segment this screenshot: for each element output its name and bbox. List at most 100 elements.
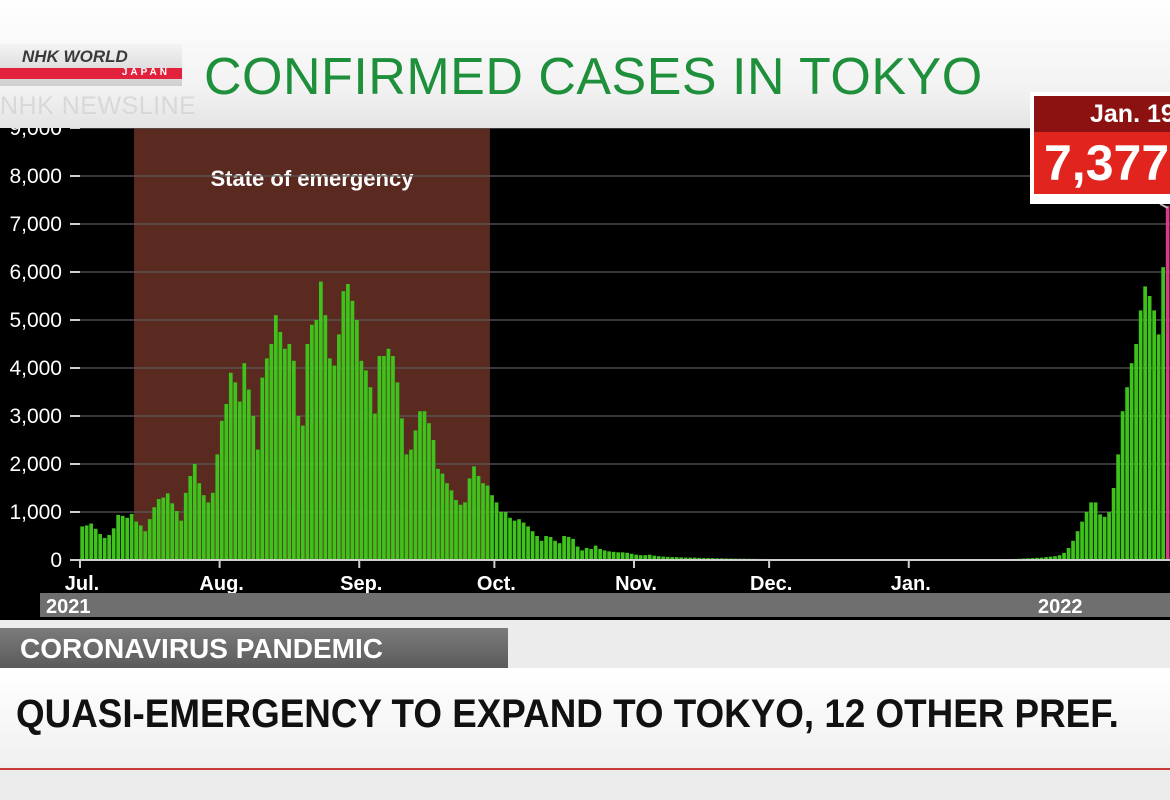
bar — [463, 502, 467, 560]
bar — [481, 483, 485, 560]
bar — [102, 537, 107, 560]
bar — [688, 557, 693, 560]
bar — [499, 512, 503, 560]
bar — [620, 552, 625, 560]
bar — [508, 517, 512, 560]
logo-sub-text: JAPAN — [121, 67, 170, 78]
bar — [553, 540, 557, 560]
bar — [683, 557, 688, 560]
nhk-world-logo: NHK WORLD JAPAN — [0, 44, 182, 86]
bar — [472, 466, 476, 560]
bar — [557, 543, 562, 560]
bar — [670, 557, 675, 560]
y-tick-label: 8,000 — [9, 165, 62, 188]
x-tick-label: Jan. — [891, 573, 931, 595]
bar — [125, 517, 130, 560]
bar — [418, 411, 422, 560]
bar — [521, 522, 526, 560]
bar — [1089, 502, 1093, 560]
bar — [138, 525, 143, 560]
bar — [562, 536, 566, 560]
bar — [170, 503, 175, 560]
highlight-bar — [1165, 205, 1170, 560]
bar — [305, 344, 310, 560]
bar — [1152, 310, 1156, 560]
bar — [179, 520, 184, 560]
bar — [422, 411, 427, 560]
bar — [431, 440, 436, 560]
bar — [1080, 521, 1084, 560]
logo-red-stripe — [0, 68, 182, 79]
bar — [188, 476, 193, 560]
bar — [255, 449, 260, 560]
bar — [152, 507, 157, 560]
bar — [183, 492, 188, 560]
bar — [273, 315, 278, 560]
bar — [192, 464, 197, 560]
bar — [224, 404, 229, 560]
bar — [436, 468, 440, 560]
bar — [147, 519, 152, 560]
bar — [404, 454, 409, 560]
bar — [490, 495, 494, 560]
x-tick-label: Dec. — [750, 573, 792, 595]
bar — [1107, 512, 1111, 560]
bar — [517, 519, 521, 560]
bar — [400, 418, 404, 560]
bar — [575, 546, 580, 560]
bar — [1138, 310, 1143, 560]
logo-main-text: NHK WORLD — [22, 47, 128, 66]
bar — [535, 536, 539, 560]
bar — [1161, 267, 1165, 560]
bar — [409, 449, 413, 560]
bar — [1102, 516, 1107, 560]
bar — [485, 485, 490, 560]
bar — [1134, 344, 1138, 560]
bar — [174, 511, 179, 560]
bar — [391, 356, 395, 560]
bar — [98, 534, 103, 560]
bar — [386, 348, 391, 560]
year-label-end: 2022 — [1038, 596, 1083, 618]
y-tick-label: 2,000 — [9, 453, 62, 476]
bar — [589, 548, 593, 560]
bar — [84, 525, 89, 560]
bar — [1147, 296, 1152, 560]
bar — [1062, 552, 1066, 560]
bar — [566, 536, 571, 560]
x-tick-label: Aug. — [199, 573, 243, 595]
bar — [1071, 540, 1075, 560]
bar — [233, 382, 238, 560]
bar — [1129, 363, 1134, 560]
bar — [1075, 531, 1080, 560]
y-tick-label: 5,000 — [9, 309, 62, 332]
year-label-start: 2021 — [46, 596, 91, 618]
bar — [593, 545, 598, 560]
bar — [1066, 548, 1071, 560]
bar — [1156, 334, 1161, 560]
emergency-label: State of emergency — [210, 166, 414, 191]
y-tick-label: 6,000 — [9, 261, 62, 284]
latest-value-callout: Jan. 19 7,377 — [1030, 92, 1170, 204]
bar — [197, 483, 202, 560]
callout-value: 7,377 — [1034, 132, 1170, 194]
bar — [580, 550, 584, 560]
bar — [201, 495, 206, 560]
bar — [1116, 454, 1120, 560]
bar — [629, 553, 634, 560]
bar — [328, 358, 332, 560]
y-tick-label: 0 — [50, 549, 62, 572]
bar — [467, 478, 472, 560]
bar — [377, 356, 382, 560]
bar — [445, 483, 449, 560]
bar — [634, 554, 639, 560]
bar — [692, 557, 697, 560]
y-tick-label: 4,000 — [9, 357, 62, 380]
bar — [368, 387, 373, 560]
bar — [323, 315, 328, 560]
bar — [494, 502, 499, 560]
bar — [242, 363, 247, 560]
bar — [341, 291, 346, 560]
bar — [1098, 514, 1102, 560]
bar — [161, 497, 166, 560]
